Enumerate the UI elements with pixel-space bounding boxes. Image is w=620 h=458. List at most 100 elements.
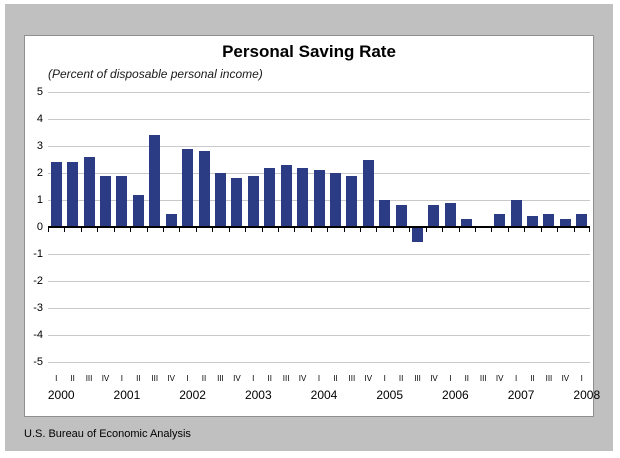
axis-tick xyxy=(343,228,345,232)
axis-tick xyxy=(212,228,214,232)
axis-tick xyxy=(475,228,477,232)
axis-tick xyxy=(310,228,312,232)
y-axis-tick-label: -3 xyxy=(33,302,43,314)
bar-2006-IV xyxy=(494,213,506,227)
bar-2005-IV xyxy=(428,205,440,227)
chart-title: Personal Saving Rate xyxy=(222,42,396,61)
bar-2004-III xyxy=(346,175,358,227)
bar-2002-III xyxy=(214,173,226,227)
quarter-label: III xyxy=(545,374,553,383)
axis-tick xyxy=(524,228,526,232)
bar-2008-I xyxy=(576,213,588,227)
bar-2006-II xyxy=(461,218,473,227)
gridline xyxy=(48,91,590,93)
quarter-label: III xyxy=(348,374,356,383)
axis-tick xyxy=(392,228,394,232)
bar-2003-IV xyxy=(297,167,309,227)
axis-tick xyxy=(458,228,460,232)
year-label: 2003 xyxy=(244,388,272,402)
bar-2005-II xyxy=(395,205,407,227)
axis-tick xyxy=(589,228,590,232)
bar-2003-II xyxy=(264,167,276,227)
bar-2001-IV xyxy=(165,213,177,227)
axis-tick xyxy=(80,228,82,232)
bar-2003-III xyxy=(280,164,292,227)
quarter-label: II xyxy=(267,374,272,383)
year-label: 2002 xyxy=(179,388,206,402)
gridline xyxy=(48,307,590,309)
gridline xyxy=(48,253,590,255)
quarter-label: II xyxy=(70,374,75,383)
quarter-label: III xyxy=(151,374,159,383)
bar-2004-IV xyxy=(362,159,374,227)
bar-2005-I xyxy=(379,200,391,227)
y-axis-tick-label: -1 xyxy=(33,248,43,260)
quarter-label: III xyxy=(282,374,290,383)
bar-2007-I xyxy=(510,200,522,227)
bar-2004-I xyxy=(313,170,325,227)
quarter-label: I xyxy=(514,374,518,383)
quarter-label: IV xyxy=(364,374,373,383)
gridline xyxy=(48,334,590,336)
axis-tick xyxy=(48,228,49,232)
gridline xyxy=(48,361,590,363)
axis-tick xyxy=(491,228,493,232)
axis-tick xyxy=(540,228,542,232)
x-axis-line xyxy=(48,226,590,228)
axis-tick xyxy=(573,228,575,232)
bar-2007-IV xyxy=(559,218,571,227)
year-label: 2008 xyxy=(573,388,601,402)
year-label: 2005 xyxy=(376,388,404,402)
year-label: 2004 xyxy=(310,388,338,402)
gridline xyxy=(48,145,590,147)
axis-tick xyxy=(113,228,115,232)
axis-tick xyxy=(162,228,164,232)
bar-2005-III xyxy=(412,228,424,242)
quarter-label: IV xyxy=(167,374,175,383)
quarter-label: IV xyxy=(430,374,438,383)
quarter-label: IV xyxy=(233,374,241,383)
quarter-label: III xyxy=(217,374,224,383)
axis-tick xyxy=(146,228,148,232)
quarter-label: II xyxy=(201,374,207,383)
axis-tick xyxy=(179,228,181,232)
bar-2007-II xyxy=(527,216,538,227)
bar-2007-III xyxy=(543,213,555,227)
axis-tick xyxy=(294,228,296,232)
quarter-label: IV xyxy=(495,374,504,383)
quarter-label: III xyxy=(414,374,421,383)
y-axis-tick-label: -2 xyxy=(33,275,43,287)
axis-tick xyxy=(327,228,329,232)
bar-2002-II xyxy=(198,151,210,227)
quarter-label: II xyxy=(530,374,535,383)
quarter-label: I xyxy=(383,374,386,383)
bar-2002-IV xyxy=(231,178,243,227)
quarter-label: II xyxy=(464,374,470,383)
gridline xyxy=(48,280,590,282)
axis-tick xyxy=(557,228,559,232)
y-axis-tick-label: 1 xyxy=(36,194,43,206)
axis-tick xyxy=(130,228,132,232)
bar-2002-I xyxy=(182,148,194,227)
axis-tick xyxy=(245,228,247,232)
y-axis-tick-label: 4 xyxy=(36,113,43,125)
quarter-label: I xyxy=(317,374,321,383)
y-axis-tick-label: 3 xyxy=(36,140,43,152)
bar-2004-II xyxy=(329,173,341,227)
quarter-label: I xyxy=(186,374,189,383)
axis-tick xyxy=(425,228,427,232)
quarter-label: I xyxy=(580,374,583,383)
quarter-label: III xyxy=(479,374,487,383)
year-label: 2007 xyxy=(507,388,535,402)
bar-2003-I xyxy=(247,175,259,227)
y-axis-tick-label: 5 xyxy=(36,86,43,98)
quarter-label: II xyxy=(333,374,338,383)
bar-2000-II xyxy=(67,162,79,227)
y-axis-tick-label: 2 xyxy=(36,167,43,179)
axis-tick xyxy=(64,228,66,232)
quarter-label: I xyxy=(252,374,255,383)
y-axis-tick-label: -5 xyxy=(33,356,43,368)
source-note: U.S. Bureau of Economic Analysis xyxy=(24,428,191,440)
quarter-label: I xyxy=(449,374,452,383)
